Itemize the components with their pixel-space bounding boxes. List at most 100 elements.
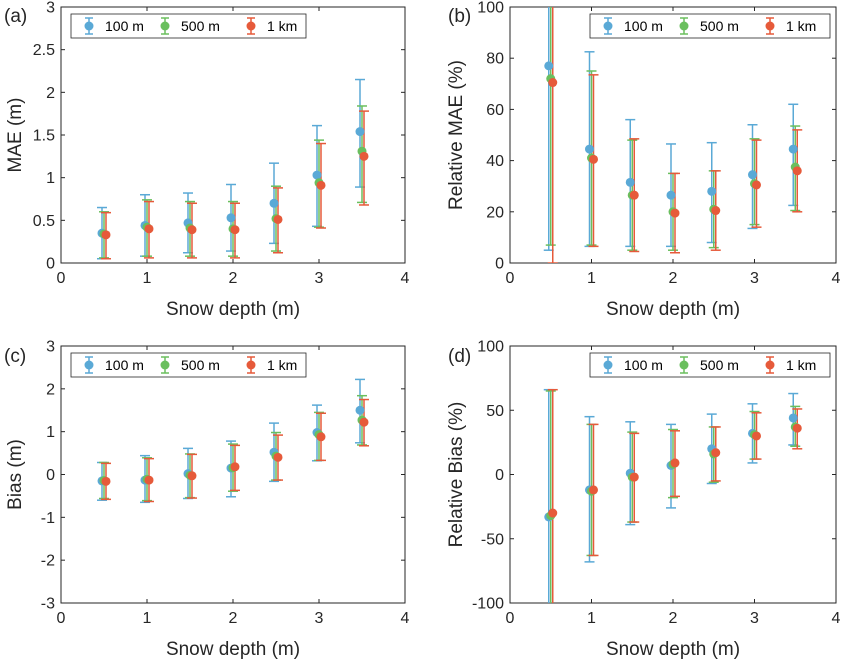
data-point	[752, 431, 761, 441]
y-tick-label: 1.5	[33, 128, 55, 145]
legend-label: 1 km	[267, 357, 297, 373]
y-tick-label: 3	[46, 339, 55, 356]
legend-label: 500 m	[700, 18, 739, 34]
x-tick-label: 4	[401, 270, 410, 287]
data-point	[187, 225, 197, 235]
legend-marker	[603, 21, 613, 31]
legend: 100 m 500 m 1 km	[70, 13, 307, 39]
legend-marker	[160, 360, 170, 370]
legend-box	[70, 13, 307, 39]
data-point	[670, 208, 680, 218]
panel-label: (b)	[448, 6, 471, 27]
series-500-m	[99, 394, 367, 502]
y-tick-label: 50	[486, 403, 504, 420]
data-point	[792, 166, 802, 176]
data-point	[792, 423, 802, 433]
legend-marker	[160, 21, 170, 31]
x-tick-label: 1	[143, 610, 152, 627]
x-tick-label: 4	[401, 610, 410, 627]
x-tick-label: 4	[832, 270, 841, 287]
x-tick-label: 1	[143, 270, 152, 287]
data-point	[711, 206, 721, 216]
y-tick-label: 0.5	[33, 213, 55, 230]
legend-marker	[84, 21, 94, 31]
x-axis-label: Snow depth (m)	[166, 639, 300, 659]
data-point	[144, 224, 154, 234]
x-tick-label: 0	[506, 610, 515, 627]
y-axis-label: Relative MAE (%)	[446, 60, 467, 210]
panel-label: (d)	[448, 346, 471, 367]
y-tick-label: 20	[486, 204, 504, 221]
x-tick-label: 1	[587, 270, 596, 287]
data-point	[629, 190, 639, 200]
data-layer	[543, 7, 803, 263]
data-point	[230, 225, 240, 235]
y-tick-label: -1	[41, 510, 55, 527]
x-tick-label: 2	[669, 270, 678, 287]
legend: 100 m 500 m 1 km	[589, 352, 831, 378]
y-tick-label: 80	[486, 51, 504, 68]
legend-label: 100 m	[624, 18, 663, 34]
legend-marker	[679, 21, 689, 31]
data-point	[101, 476, 111, 486]
data-layer	[97, 378, 369, 504]
x-axis-label: Snow depth (m)	[606, 299, 740, 320]
legend: 100 m 500 m 1 km	[70, 352, 307, 378]
data-point	[359, 417, 369, 427]
data-point	[625, 177, 635, 187]
data-point	[316, 432, 326, 442]
legend-label: 100 m	[105, 357, 144, 373]
y-tick-label: 40	[486, 153, 504, 170]
series-1-km	[547, 7, 803, 263]
data-point	[707, 186, 717, 196]
y-tick-label: 60	[486, 102, 504, 119]
series-100-m	[97, 378, 365, 504]
y-tick-label: 3	[46, 0, 55, 17]
x-tick-label: 2	[229, 610, 238, 627]
data-point	[269, 198, 279, 208]
data-point	[589, 154, 598, 164]
legend-box	[70, 352, 307, 378]
y-tick-label: 1	[46, 424, 55, 441]
x-tick-label: 0	[506, 270, 515, 287]
x-tick-label: 2	[669, 610, 678, 627]
y-tick-label: 0	[46, 467, 55, 484]
y-tick-label: 2	[46, 85, 55, 102]
data-point	[670, 458, 680, 468]
y-tick-label: 0	[495, 467, 504, 484]
x-axis-label: Snow depth (m)	[166, 299, 300, 320]
legend-label: 500 m	[181, 357, 220, 373]
data-point	[316, 180, 326, 190]
data-point	[548, 508, 558, 518]
y-tick-label: 2.5	[33, 42, 55, 59]
x-tick-label: 0	[57, 270, 66, 287]
panel-label: (a)	[4, 6, 27, 27]
legend-label: 100 m	[624, 357, 663, 373]
x-tick-label: 1	[587, 610, 596, 627]
legend-marker	[84, 360, 94, 370]
data-point	[752, 180, 761, 190]
legend-box	[589, 13, 831, 39]
data-point	[711, 448, 721, 458]
series-1-km	[101, 398, 369, 503]
y-tick-label: 0	[495, 256, 504, 273]
data-point	[273, 452, 283, 462]
legend-marker	[246, 360, 256, 370]
data-point	[585, 144, 594, 154]
chart-panel-4: 0 1 2 3 4 -100 -50 0 50 100 Snow depth (m) Relative…	[446, 339, 841, 659]
legend-box	[589, 352, 831, 378]
x-tick-label: 3	[750, 610, 759, 627]
legend-label: 1 km	[786, 18, 816, 34]
data-point	[312, 170, 322, 180]
data-point	[629, 472, 639, 482]
data-point	[273, 214, 283, 224]
legend-marker	[765, 21, 775, 31]
y-tick-label: -50	[481, 531, 504, 548]
y-tick-label: 2	[46, 381, 55, 398]
legend-marker	[765, 360, 775, 370]
legend-label: 500 m	[181, 18, 220, 34]
data-point	[544, 61, 554, 71]
legend-label: 500 m	[700, 357, 739, 373]
